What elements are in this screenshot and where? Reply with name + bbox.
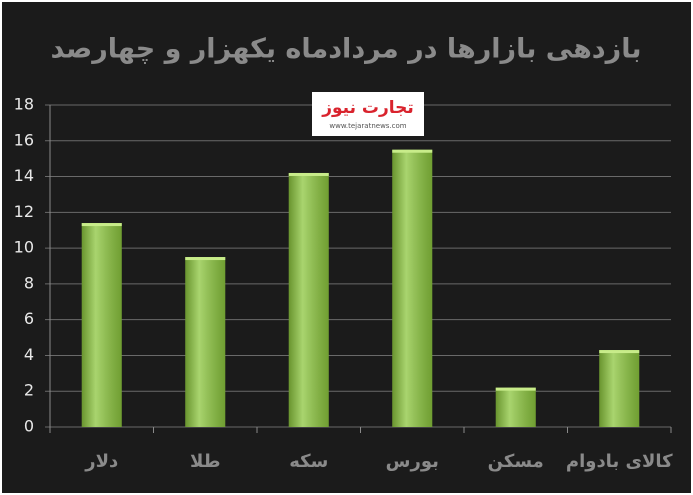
y-tick-label: 4 [24,345,34,364]
bar-cap [81,223,122,227]
chart-title: بازدهی بازارها در مردادماه یکهزار و چهار… [51,34,642,65]
x-tick-label: طلا [190,451,221,472]
y-tick-label: 2 [24,381,34,400]
bar-cap [495,387,536,391]
bar-shine [185,257,226,427]
bar-shine [392,149,433,427]
logo: تجارت نیوز [321,98,414,118]
y-tick-label: 10 [14,238,34,257]
bar-shine [599,350,640,427]
bar-shine [288,172,329,427]
logo-url: www.tejaratnews.com [329,122,406,130]
y-tick-label: 6 [24,309,34,328]
logo-box [312,92,424,136]
x-tick-label: بورس [386,451,439,472]
y-tick-label: 16 [14,130,34,149]
y-tick-label: 14 [14,166,34,185]
bar-cap [392,149,433,153]
bar-cap [288,172,329,176]
y-tick-label: 8 [24,273,34,292]
bar-cap [599,350,640,354]
y-tick-label: 0 [24,417,34,436]
x-tick-label: کالای بادوام [566,451,673,472]
x-tick-label: دلار [84,451,118,472]
bar-shine [495,387,536,427]
x-tick-label: سکه [289,451,328,472]
y-tick-label: 18 [14,95,34,114]
bar-cap [185,257,226,261]
y-tick-label: 12 [14,202,34,221]
x-tick-label: مسکن [488,451,544,472]
bar-shine [81,223,122,427]
